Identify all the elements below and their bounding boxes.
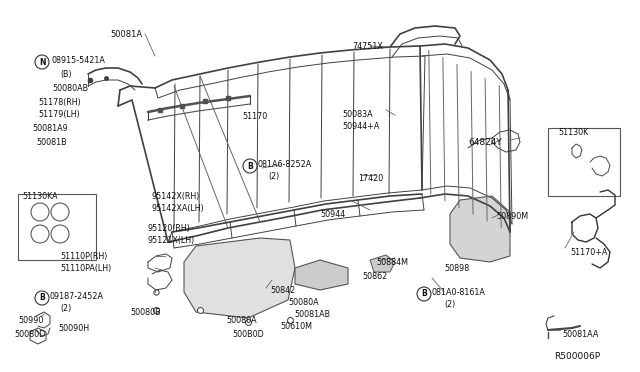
Text: 50081A9: 50081A9 [32, 124, 68, 133]
Text: 50898: 50898 [444, 264, 469, 273]
Text: 50080B: 50080B [130, 308, 161, 317]
Polygon shape [184, 238, 295, 318]
Text: 50090H: 50090H [58, 324, 89, 333]
Text: 95142XA(LH): 95142XA(LH) [152, 204, 205, 213]
Text: (2): (2) [60, 304, 71, 313]
Text: 50080A: 50080A [226, 316, 257, 325]
Text: 08915-5421A: 08915-5421A [52, 56, 106, 65]
Circle shape [243, 159, 257, 173]
Text: 50944: 50944 [320, 210, 345, 219]
Text: 51179(LH): 51179(LH) [38, 110, 80, 119]
Text: 74751X: 74751X [352, 42, 383, 51]
Text: 95121X(LH): 95121X(LH) [148, 236, 195, 245]
Text: (2): (2) [268, 172, 279, 181]
Circle shape [417, 287, 431, 301]
Text: 95142X(RH): 95142X(RH) [152, 192, 200, 201]
Text: 50080D: 50080D [14, 330, 45, 339]
Text: (B): (B) [60, 70, 72, 79]
Text: 50610M: 50610M [280, 322, 312, 331]
Text: N: N [39, 58, 45, 67]
Text: 17420: 17420 [358, 174, 383, 183]
Text: 500B0D: 500B0D [232, 330, 264, 339]
Text: 51178(RH): 51178(RH) [38, 98, 81, 107]
Polygon shape [370, 255, 395, 272]
Text: 09187-2452A: 09187-2452A [50, 292, 104, 301]
Circle shape [35, 291, 49, 305]
Text: 51130K: 51130K [558, 128, 588, 137]
Polygon shape [295, 260, 348, 290]
Text: 50083A: 50083A [342, 110, 372, 119]
Text: 50944+A: 50944+A [342, 122, 380, 131]
Text: 95120(RH): 95120(RH) [148, 224, 191, 233]
Text: (2): (2) [444, 300, 455, 309]
Text: B: B [247, 161, 253, 170]
Text: B: B [39, 294, 45, 302]
Text: 64824Y: 64824Y [468, 138, 502, 147]
Circle shape [51, 203, 69, 221]
Text: 50081A: 50081A [110, 30, 142, 39]
Text: 50080AB: 50080AB [52, 84, 88, 93]
Text: 50080A: 50080A [288, 298, 319, 307]
Text: 081A0-8161A: 081A0-8161A [432, 288, 486, 297]
Circle shape [51, 225, 69, 243]
Polygon shape [450, 196, 510, 262]
Text: 50990: 50990 [18, 316, 44, 325]
Circle shape [35, 55, 49, 69]
Text: 50081AB: 50081AB [294, 310, 330, 319]
Text: 50884M: 50884M [376, 258, 408, 267]
Text: 50081AA: 50081AA [562, 330, 598, 339]
Text: 51170+A: 51170+A [570, 248, 607, 257]
Text: 51110P(RH): 51110P(RH) [60, 252, 108, 261]
Text: 51110PA(LH): 51110PA(LH) [60, 264, 111, 273]
Text: 51130KA: 51130KA [22, 192, 58, 201]
Circle shape [31, 225, 49, 243]
Circle shape [31, 203, 49, 221]
Text: 50842: 50842 [270, 286, 295, 295]
Text: 51170: 51170 [242, 112, 268, 121]
Text: 50081B: 50081B [36, 138, 67, 147]
Text: 081A6-8252A: 081A6-8252A [258, 160, 312, 169]
Text: 50862: 50862 [362, 272, 387, 281]
Text: 50890M: 50890M [496, 212, 528, 221]
Text: R500006P: R500006P [554, 352, 600, 361]
Text: B: B [421, 289, 427, 298]
Bar [18, 194, 96, 260]
Bar [548, 128, 620, 196]
